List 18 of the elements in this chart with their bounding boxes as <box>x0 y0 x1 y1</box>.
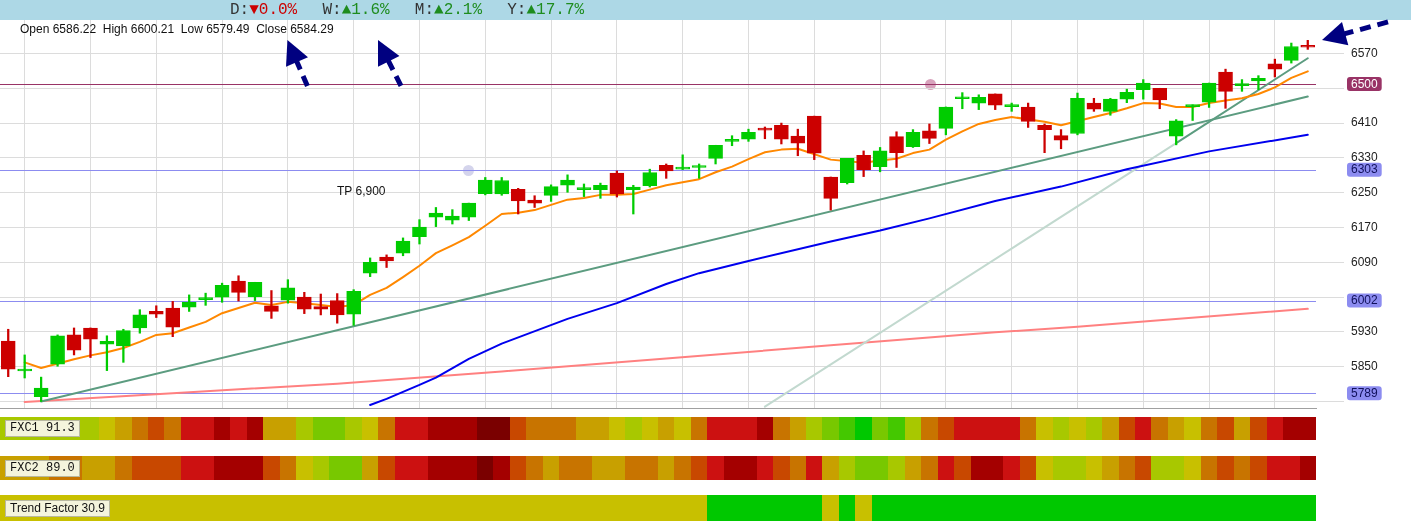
ref-line-label: 6303 <box>1351 162 1379 177</box>
annotation: TP 6,900 <box>337 184 386 198</box>
y-tick-label: 6170 <box>1351 219 1379 234</box>
text: D:▼0.0% W:▲1.6% M:▲2.1% Y:▲17.7% <box>230 1 585 19</box>
y-tick-label: 5850 <box>1351 358 1379 373</box>
y-tick-label: 6410 <box>1351 115 1379 130</box>
ref-line-label: 5789 <box>1351 386 1379 401</box>
text: Trend Factor 30.9 <box>5 499 110 517</box>
y-tick-label: 5930 <box>1351 324 1379 339</box>
text: FXC1 91.3 <box>5 420 80 437</box>
y-tick-label: 6570 <box>1351 45 1379 60</box>
y-tick-label: 6330 <box>1351 150 1379 165</box>
text: FXC2 89.0 <box>5 459 80 477</box>
y-tick-label: 6090 <box>1351 254 1379 269</box>
y-tick-label: 6250 <box>1351 185 1379 199</box>
ref-line-label: 6500 <box>1351 76 1379 91</box>
ref-line-label: 6002 <box>1351 293 1379 308</box>
annotation: Open 6586.22 High 6600.21 Low 6579.49 Close 6584.29 <box>20 22 334 36</box>
